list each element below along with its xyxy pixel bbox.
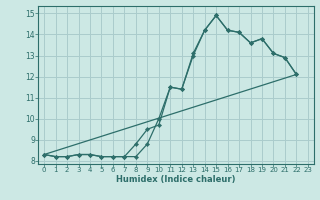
X-axis label: Humidex (Indice chaleur): Humidex (Indice chaleur) xyxy=(116,175,236,184)
